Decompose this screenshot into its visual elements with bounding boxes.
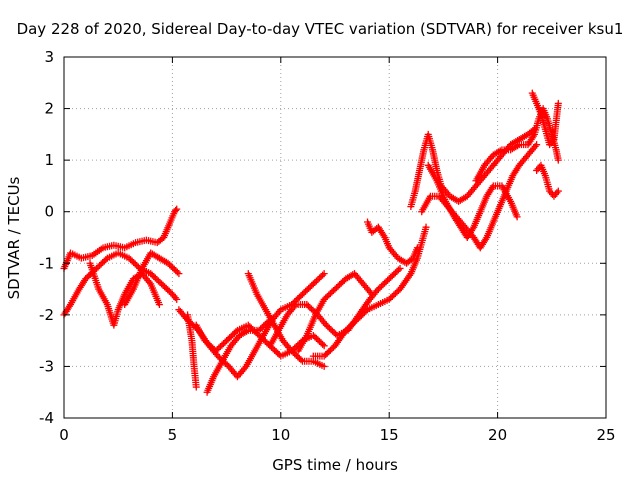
data-point xyxy=(319,271,327,279)
data-point xyxy=(396,264,404,272)
data-point xyxy=(320,270,328,278)
data-point xyxy=(172,206,180,214)
x-tick-label: 0 xyxy=(59,426,69,444)
series-arc-p xyxy=(424,161,521,241)
data-point xyxy=(173,295,181,303)
data-point xyxy=(413,244,421,252)
y-tick-label: -2 xyxy=(39,306,54,324)
data-point xyxy=(173,205,181,213)
series-arc-i xyxy=(244,270,328,370)
data-point xyxy=(319,340,327,348)
series-arc-k xyxy=(294,270,376,355)
x-tick-label: 10 xyxy=(271,426,290,444)
y-tick-label: -1 xyxy=(39,254,54,272)
data-point xyxy=(533,141,541,149)
y-tick-label: 3 xyxy=(44,48,54,66)
y-axis-label: SDTVAR / TECUs xyxy=(5,176,23,300)
data-point xyxy=(554,187,562,195)
data-point xyxy=(320,362,328,370)
x-axis-label: GPS time / hours xyxy=(272,456,398,474)
data-point xyxy=(175,270,183,278)
x-tick-label: 5 xyxy=(168,426,178,444)
y-tick-label: 2 xyxy=(44,100,54,118)
data-point xyxy=(102,256,110,264)
axis-ticks: 0 5 10 15 20 25 -4 -3 -2 -1 0 1 2 3 xyxy=(39,48,616,444)
data-point xyxy=(232,328,240,336)
series-arc-h xyxy=(203,316,274,396)
y-tick-label: 0 xyxy=(44,203,54,221)
grid xyxy=(64,57,606,418)
series-arc-s xyxy=(533,161,562,200)
x-tick-label: 20 xyxy=(488,426,507,444)
data-point xyxy=(513,213,521,221)
data-point xyxy=(362,307,370,315)
y-tick-label: -3 xyxy=(39,357,54,375)
data-point xyxy=(320,342,328,350)
data-point xyxy=(422,223,430,231)
y-tick-label: 1 xyxy=(44,151,54,169)
data-point xyxy=(223,361,231,369)
data-point xyxy=(368,290,376,298)
series-arc-l xyxy=(309,223,430,360)
data-point xyxy=(155,301,163,309)
x-tick-label: 15 xyxy=(380,426,399,444)
series-arc-m xyxy=(364,218,421,267)
series-arc-d xyxy=(121,249,183,309)
series-arc-q xyxy=(472,105,562,185)
series-arc-a xyxy=(60,205,181,272)
data-points xyxy=(60,89,562,396)
data-point xyxy=(173,268,181,276)
series-arc-r xyxy=(528,89,562,149)
x-tick-label: 25 xyxy=(596,426,615,444)
chart-title: Day 228 of 2020, Sidereal Day-to-day VTE… xyxy=(16,20,624,38)
data-point xyxy=(394,266,402,274)
y-tick-label: -4 xyxy=(39,409,54,427)
plot-frame xyxy=(63,56,607,419)
data-point xyxy=(297,356,305,364)
data-point xyxy=(554,156,562,164)
data-point xyxy=(192,383,200,391)
data-point xyxy=(554,99,562,107)
series-arc-c xyxy=(86,259,163,329)
data-point xyxy=(167,289,175,297)
